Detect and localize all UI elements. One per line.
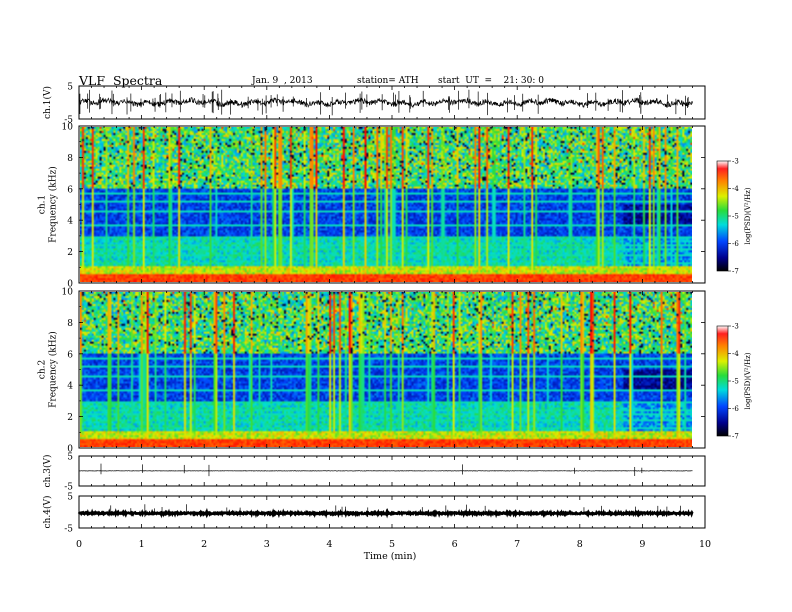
station-label: station= ATH [357, 76, 419, 86]
x-tick-label: 6 [452, 539, 458, 550]
ch4-waveform-ytick-label: -5 [64, 525, 73, 535]
ch1-spectrogram-ytick-label: 0 [67, 280, 73, 290]
x-tick-label: 5 [389, 539, 395, 550]
x-axis-label: Time (min) [364, 551, 417, 562]
ch2-spectrogram-image [80, 292, 692, 447]
ch2-spectrogram-colorbar-label: log(PSD)(V²/Hz) [744, 352, 752, 409]
ch1-spectrogram-ytick-label: 8 [67, 154, 73, 164]
x-tick-label: 0 [76, 539, 82, 550]
ch2-spectrogram-colorbar-tick-label: -4 [732, 350, 739, 358]
x-tick-label: 4 [326, 539, 332, 550]
ch1-spectrogram-ytick-label: 10 [62, 123, 74, 133]
ch3-waveform-ylabel: ch.3(V) [42, 455, 53, 488]
ch4-waveform-ylabel: ch.4(V) [42, 496, 53, 529]
ch4-waveform-trace [77, 507, 694, 519]
x-tick-label: 10 [699, 539, 711, 550]
ch2-spectrogram-colorbar-tick-label: -5 [732, 378, 739, 386]
ch3-waveform-ytick-label: 5 [67, 453, 73, 463]
date-label: Jan. 9 , 2013 [252, 76, 313, 86]
ch3-waveform-ytick-label: -5 [64, 483, 73, 493]
ch2-spectrogram-ytick-label: 0 [67, 445, 73, 455]
ch1-spectrogram-ytick-label: 6 [67, 185, 73, 195]
ch1-spectrogram-ytick-label: 2 [67, 248, 73, 258]
ch2-spectrogram-colorbar-tick-label: -3 [732, 323, 739, 331]
x-tick-label: 3 [264, 539, 270, 550]
ch2-spectrogram-colorbar-tick-label: -7 [732, 433, 739, 441]
x-tick-label: 1 [139, 539, 145, 550]
ch2-spectrogram-ylabel: ch.2Frequency (kHz) [38, 331, 59, 408]
ch2-spectrogram-ytick-label: 10 [62, 288, 74, 298]
x-tick-label: 9 [639, 539, 645, 550]
ch1-waveform-ytick-label: -5 [64, 116, 73, 126]
ch2-spectrogram-ytick-label: 6 [67, 350, 73, 360]
ch1-spectrogram-colorbar-label: log(PSD)(V²/Hz) [744, 187, 752, 244]
ch1-waveform-ylabel: ch.1(V) [42, 86, 53, 119]
ch1-waveform-ytick-label: 5 [67, 83, 73, 93]
ch2-spectrogram-ytick-label: 2 [67, 413, 73, 423]
ch2-spectrogram-colorbar-tick-label: -6 [732, 405, 739, 413]
ch1-spectrogram-colorbar-tick-label: -7 [732, 268, 739, 276]
ch1-spectrogram-ylabel: ch.1Frequency (kHz) [38, 166, 59, 243]
ch1-spectrogram-colorbar-tick-label: -6 [732, 240, 739, 248]
ch1-waveform-trace [78, 96, 693, 109]
ch1-spectrogram-colorbar-tick-label: -4 [732, 185, 739, 193]
x-tick-label: 8 [577, 539, 583, 550]
ch1-spectrogram-ytick-label: 4 [67, 217, 73, 227]
ch2-spectrogram-ytick-label: 4 [67, 382, 73, 392]
figure-title: VLF Spectra [79, 73, 163, 88]
ch1-spectrogram-colorbar [716, 160, 729, 272]
ch4-waveform-ytick-label: 5 [67, 493, 73, 503]
ch1-spectrogram-colorbar-tick-label: -3 [732, 158, 739, 166]
ch2-spectrogram-ytick-label: 8 [67, 319, 73, 329]
x-tick-label: 7 [514, 539, 520, 550]
start-time-label: start UT = 21: 30: 0 [438, 76, 544, 86]
ch1-spectrogram-colorbar-tick-label: -5 [732, 213, 739, 221]
x-tick-label: 2 [201, 539, 207, 550]
ch2-spectrogram-colorbar [716, 325, 729, 437]
ch1-spectrogram-image [80, 127, 692, 282]
